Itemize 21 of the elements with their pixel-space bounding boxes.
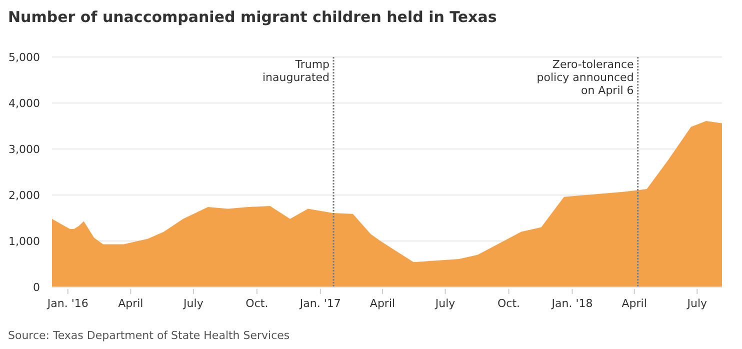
source-note: Source: Texas Department of State Health Services — [8, 329, 290, 342]
y-tick-label: 5,000 — [8, 50, 40, 64]
y-tick-label: 3,000 — [8, 142, 40, 156]
x-tick-label: Jan. '16 — [46, 297, 88, 310]
x-tick-label: Oct. — [246, 297, 268, 310]
x-tick-label: July — [686, 297, 708, 310]
chart-title: Number of unaccompanied migrant children held in Texas — [8, 8, 497, 26]
x-tick-label: April — [622, 297, 647, 310]
y-tick-label: 1,000 — [8, 234, 40, 248]
ref-line-label: Trump inaugurated — [262, 58, 330, 84]
x-tick-label: Jan. '17 — [298, 297, 341, 310]
x-tick-label: July — [434, 297, 456, 310]
x-tick-label: April — [370, 297, 396, 310]
y-tick-label: 2,000 — [8, 188, 40, 202]
x-tick-label: July — [182, 297, 204, 310]
y-tick-label: 4,000 — [8, 96, 40, 110]
ref-line-label: Zero-tolerance policy announced on April 6 — [536, 58, 634, 97]
y-tick-label: 0 — [33, 280, 40, 294]
x-tick-label: Jan. '18 — [550, 297, 593, 310]
x-tick-label: April — [118, 297, 144, 310]
x-tick-label: Oct. — [498, 297, 520, 310]
